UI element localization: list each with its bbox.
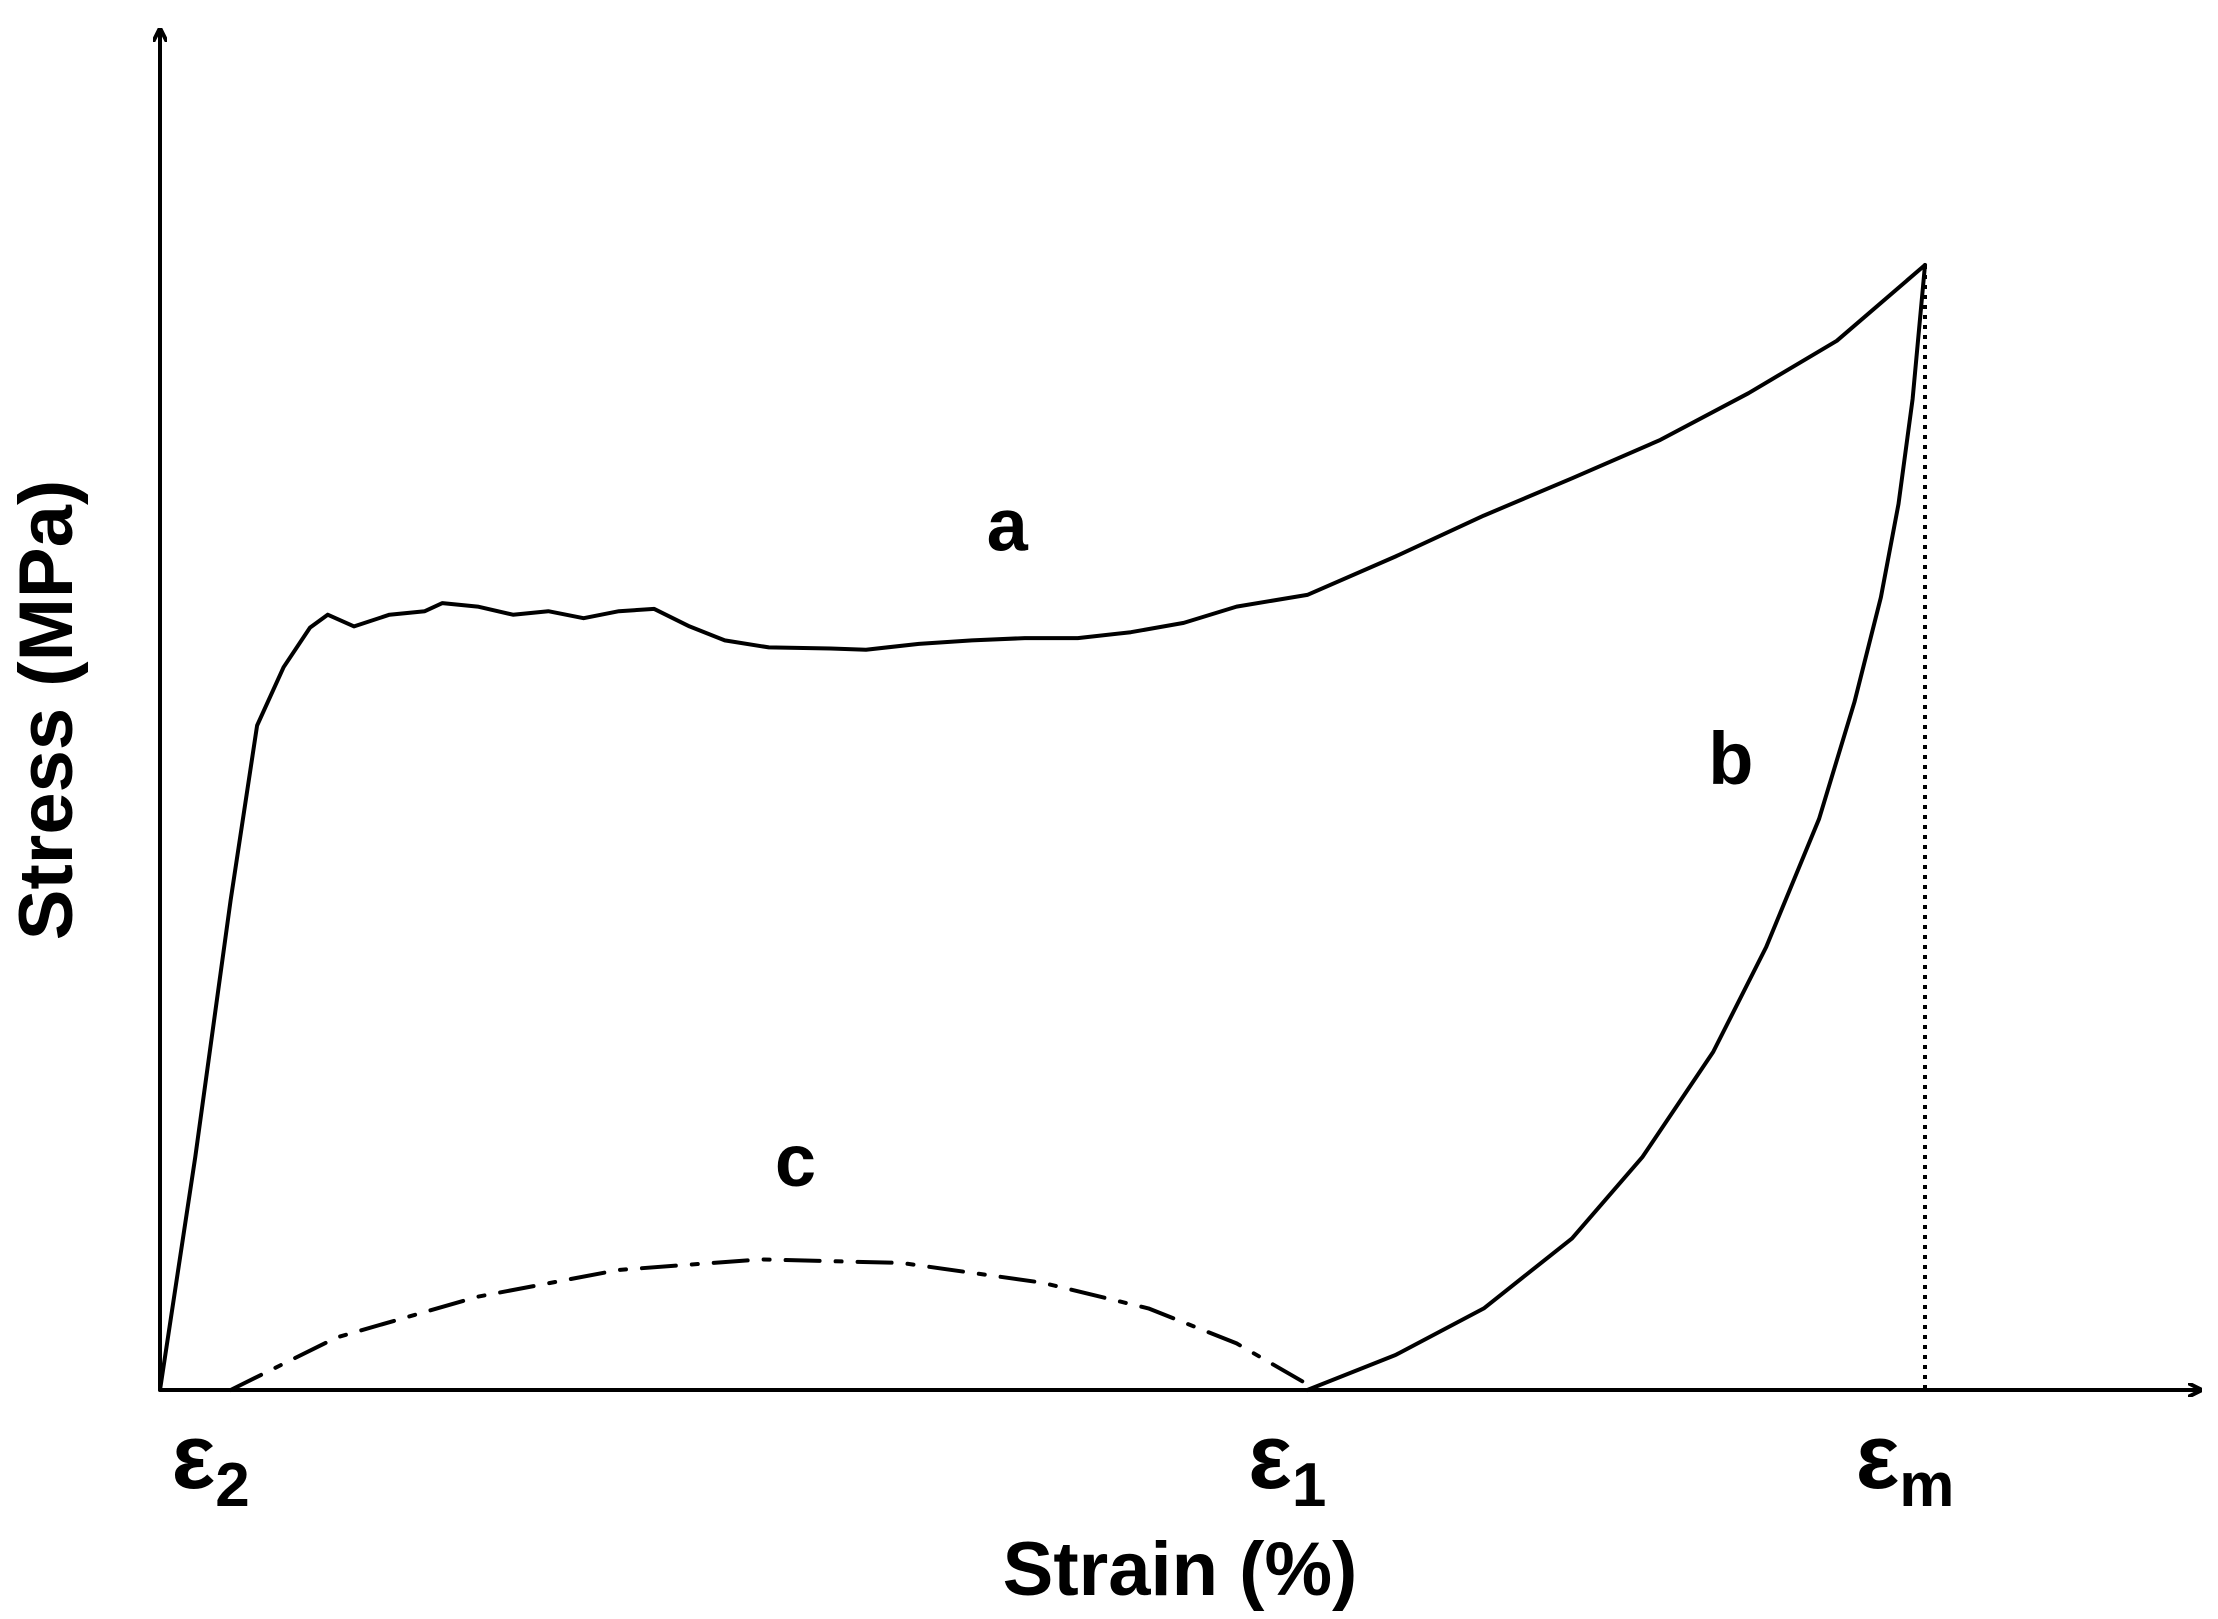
label-layer: a b c	[775, 484, 1754, 1202]
x-tick-label-3: εm	[1856, 1406, 1955, 1520]
y-axis-title: Stress (MPa)	[4, 480, 89, 940]
series-c-line	[228, 1257, 1310, 1392]
x-tick-label-2: ε1	[1248, 1406, 1326, 1520]
tick-layer: ε2 ε1 εm	[172, 1406, 1955, 1520]
series-label-c: c	[775, 1119, 816, 1202]
series-label-b: b	[1708, 717, 1753, 800]
x-axis-title: Strain (%)	[1003, 1527, 1358, 1612]
series-a-line	[158, 263, 1927, 1392]
series-layer	[158, 263, 1927, 1392]
series-b-line	[1305, 263, 1927, 1392]
x-tick-label-1: ε2	[172, 1406, 250, 1520]
series-label-a: a	[987, 484, 1029, 567]
